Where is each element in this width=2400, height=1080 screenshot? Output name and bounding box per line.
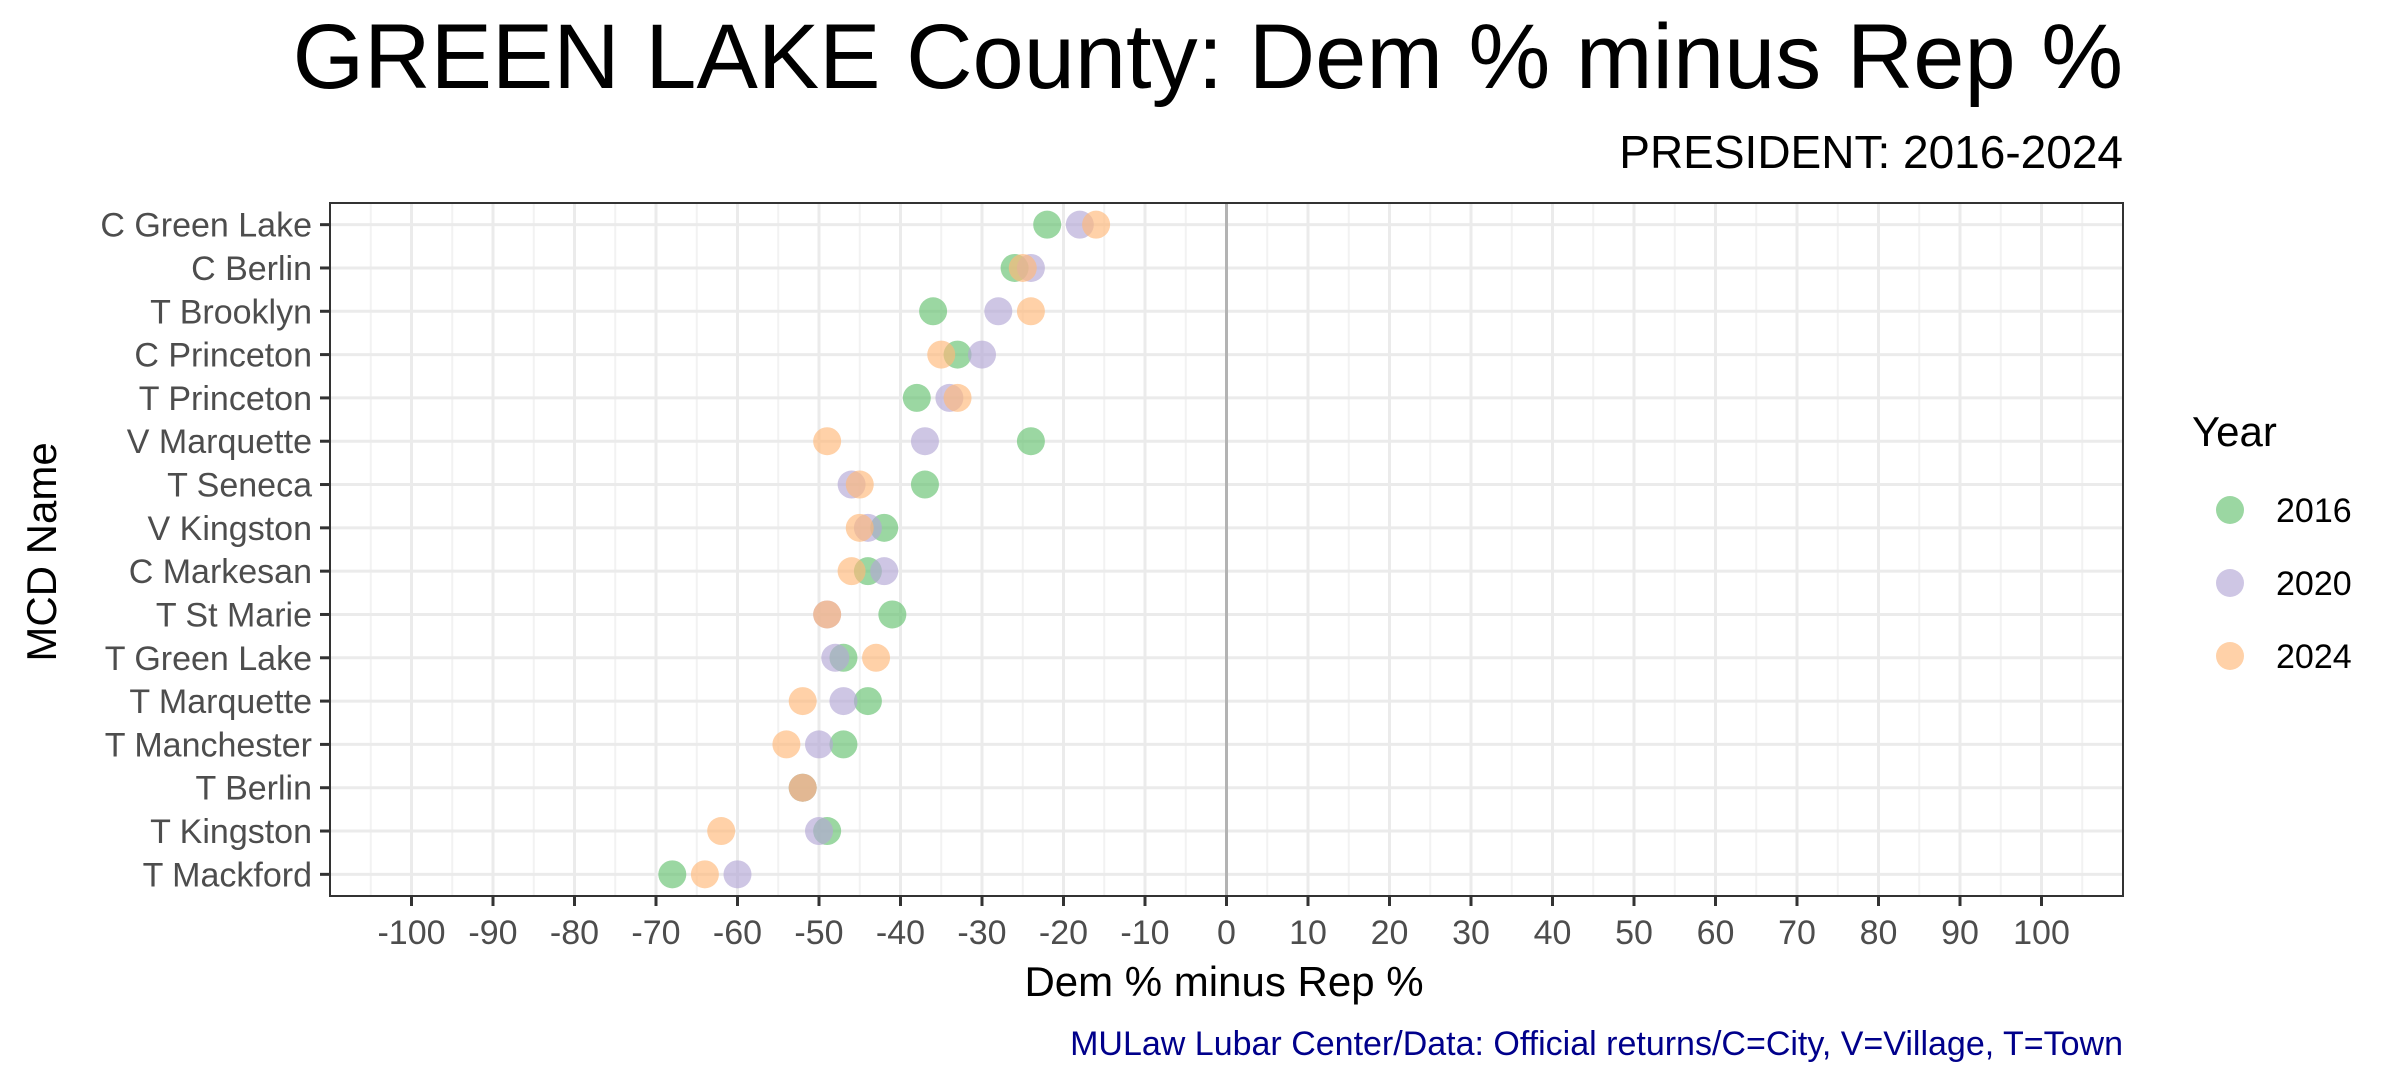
x-axis-title: Dem % minus Rep % [1024, 958, 1423, 1005]
point-2020 [723, 860, 752, 889]
chart-title: GREEN LAKE County: Dem % minus Rep % [293, 6, 2123, 108]
x-tick-label: -40 [876, 914, 925, 952]
legend-label-2020: 2020 [2276, 565, 2352, 603]
point-2024 [707, 817, 736, 846]
point-2024 [943, 383, 972, 412]
point-2020 [805, 730, 833, 759]
point-2016 [1033, 210, 1062, 239]
x-tick-label: -80 [550, 914, 599, 952]
y-tick-label: C Princeton [134, 337, 312, 375]
legend-key-2016 [2216, 496, 2244, 524]
point-2016 [878, 600, 907, 629]
x-tick-label: 40 [1534, 914, 1572, 952]
point-2020 [821, 643, 850, 672]
x-tick-label: 100 [2013, 914, 2070, 952]
x-tick-label: 0 [1217, 914, 1236, 952]
y-tick-label: T Mackford [143, 856, 312, 894]
point-2020 [984, 297, 1013, 326]
point-2024 [845, 470, 874, 499]
point-2020 [910, 427, 939, 456]
x-tick-label: -50 [794, 914, 843, 952]
y-axis-title: MCD Name [18, 442, 65, 661]
y-tick-label: T Brooklyn [150, 293, 312, 331]
y-tick-label: T Green Lake [105, 640, 312, 678]
x-tick-label: -20 [1039, 914, 1088, 952]
point-2024 [1008, 253, 1037, 282]
x-tick-label: 60 [1697, 914, 1735, 952]
point-2024 [813, 600, 842, 629]
legend-label-2024: 2024 [2276, 638, 2352, 676]
y-tick-label: T Seneca [167, 467, 312, 505]
y-tick-label: T Berlin [195, 770, 312, 808]
point-2024 [1016, 297, 1045, 326]
x-tick-label: 90 [1941, 914, 1979, 952]
point-2020 [870, 557, 899, 586]
x-tick-label: -10 [1120, 914, 1169, 952]
y-tick-label: T Marquette [129, 683, 312, 721]
legend-label-2016: 2016 [2276, 492, 2352, 530]
x-tick-label: -70 [631, 914, 680, 952]
x-tick-label: 10 [1289, 914, 1327, 952]
y-tick-label: T St Marie [156, 596, 312, 634]
x-tick-label: 20 [1371, 914, 1409, 952]
y-tick-label: C Berlin [191, 250, 312, 288]
y-axis: C Green Lake C Berlin T Brooklyn C Princeto… [100, 207, 330, 894]
y-tick-label: V Marquette [127, 423, 312, 461]
y-tick-label: C Green Lake [100, 207, 312, 245]
point-2024 [772, 730, 801, 759]
point-2024 [690, 860, 719, 889]
y-tick-label: T Princeton [139, 380, 312, 418]
y-tick-label: T Manchester [105, 726, 312, 764]
y-tick-label: T Kingston [150, 813, 312, 851]
point-2020 [829, 687, 858, 716]
point-2024 [813, 427, 842, 456]
chart-subtitle: PRESIDENT: 2016-2024 [1619, 126, 2123, 178]
point-2024 [927, 340, 956, 369]
point-2020 [805, 817, 833, 846]
chart-caption: MULaw Lubar Center/Data: Official return… [1070, 1025, 2123, 1063]
point-2016 [829, 730, 858, 759]
point-2024 [837, 557, 866, 586]
point-2024 [788, 687, 817, 716]
point-2016 [902, 383, 931, 412]
legend-key-2024 [2216, 642, 2244, 670]
point-2016 [910, 470, 939, 499]
point-2024 [788, 773, 817, 802]
x-tick-label: 50 [1615, 914, 1653, 952]
legend-title: Year [2192, 408, 2277, 455]
point-2016 [1016, 427, 1045, 456]
point-2024 [1082, 210, 1111, 239]
x-tick-label: -30 [957, 914, 1006, 952]
x-tick-label: 30 [1452, 914, 1490, 952]
x-tick-label: -60 [713, 914, 762, 952]
data-points [658, 210, 1111, 889]
point-2016 [853, 687, 882, 716]
x-tick-label: -90 [468, 914, 517, 952]
point-2020 [968, 340, 996, 369]
point-2024 [845, 513, 874, 542]
x-tick-label: -100 [377, 914, 445, 952]
y-tick-label: C Markesan [129, 553, 312, 591]
x-tick-label: 80 [1860, 914, 1898, 952]
legend-key-2020 [2216, 569, 2244, 597]
x-axis: -100 -90 -80 -70 -60 -50 -40 -30 -20 -10 0 10 20 30 40… [377, 896, 2070, 952]
point-2024 [862, 643, 891, 672]
y-tick-label: V Kingston [148, 510, 312, 548]
point-2016 [919, 297, 948, 326]
legend: Year 2016 2020 2024 [2192, 408, 2352, 676]
x-tick-label: 70 [1778, 914, 1816, 952]
point-2016 [658, 860, 687, 889]
